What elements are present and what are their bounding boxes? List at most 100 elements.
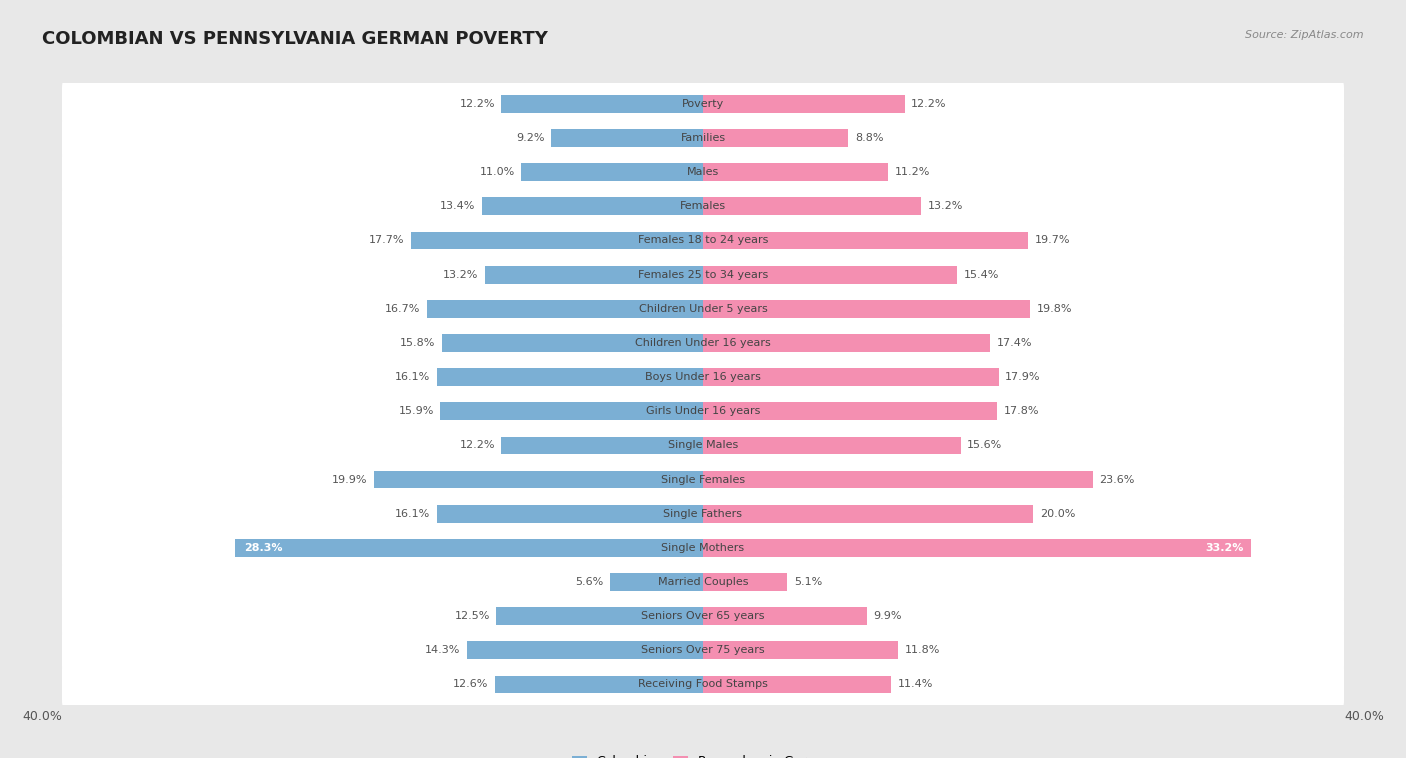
Text: Families: Families <box>681 133 725 143</box>
Text: Source: ZipAtlas.com: Source: ZipAtlas.com <box>1246 30 1364 40</box>
Text: Children Under 5 years: Children Under 5 years <box>638 304 768 314</box>
Bar <box>440 402 703 420</box>
Bar <box>437 505 703 522</box>
Text: 15.6%: 15.6% <box>967 440 1002 450</box>
Text: Girls Under 16 years: Girls Under 16 years <box>645 406 761 416</box>
Bar <box>482 197 703 215</box>
Text: Receiving Food Stamps: Receiving Food Stamps <box>638 679 768 690</box>
FancyBboxPatch shape <box>62 317 1344 369</box>
Text: 15.8%: 15.8% <box>399 338 436 348</box>
FancyBboxPatch shape <box>62 658 1344 711</box>
FancyBboxPatch shape <box>62 351 1344 403</box>
Text: 13.2%: 13.2% <box>443 270 478 280</box>
Bar <box>703 334 990 352</box>
Text: Single Fathers: Single Fathers <box>664 509 742 518</box>
Text: Children Under 16 years: Children Under 16 years <box>636 338 770 348</box>
FancyBboxPatch shape <box>62 453 1344 506</box>
Bar <box>551 129 703 147</box>
Text: Females 25 to 34 years: Females 25 to 34 years <box>638 270 768 280</box>
Text: Married Couples: Married Couples <box>658 577 748 587</box>
Bar <box>703 573 787 591</box>
Text: 12.2%: 12.2% <box>911 99 946 109</box>
Text: 19.8%: 19.8% <box>1036 304 1073 314</box>
Text: 12.2%: 12.2% <box>460 99 495 109</box>
Bar <box>703 675 891 694</box>
Text: Females 18 to 24 years: Females 18 to 24 years <box>638 236 768 246</box>
Bar <box>703 607 866 625</box>
Bar <box>703 232 1028 249</box>
Text: 9.2%: 9.2% <box>516 133 544 143</box>
Bar <box>502 95 703 113</box>
Text: 17.7%: 17.7% <box>368 236 404 246</box>
Text: 16.1%: 16.1% <box>395 509 430 518</box>
FancyBboxPatch shape <box>62 419 1344 471</box>
FancyBboxPatch shape <box>62 77 1344 130</box>
Text: 15.4%: 15.4% <box>965 270 1000 280</box>
Text: 12.5%: 12.5% <box>454 611 489 621</box>
Bar <box>703 266 957 283</box>
FancyBboxPatch shape <box>62 590 1344 643</box>
Text: 33.2%: 33.2% <box>1205 543 1243 553</box>
Bar <box>467 641 703 659</box>
Bar <box>703 471 1092 488</box>
Text: 20.0%: 20.0% <box>1040 509 1076 518</box>
Text: COLOMBIAN VS PENNSYLVANIA GERMAN POVERTY: COLOMBIAN VS PENNSYLVANIA GERMAN POVERTY <box>42 30 548 49</box>
FancyBboxPatch shape <box>62 385 1344 437</box>
Text: Single Females: Single Females <box>661 475 745 484</box>
Bar <box>610 573 703 591</box>
Text: 11.2%: 11.2% <box>894 168 929 177</box>
Text: 12.2%: 12.2% <box>460 440 495 450</box>
Text: Boys Under 16 years: Boys Under 16 years <box>645 372 761 382</box>
Bar <box>235 539 703 556</box>
Text: 8.8%: 8.8% <box>855 133 883 143</box>
Text: Females: Females <box>681 202 725 211</box>
Text: Poverty: Poverty <box>682 99 724 109</box>
Bar <box>703 300 1031 318</box>
FancyBboxPatch shape <box>62 487 1344 540</box>
Bar <box>703 129 848 147</box>
Text: 13.2%: 13.2% <box>928 202 963 211</box>
Bar <box>502 437 703 454</box>
Text: 11.0%: 11.0% <box>479 168 515 177</box>
FancyBboxPatch shape <box>62 215 1344 267</box>
Bar <box>703 95 904 113</box>
FancyBboxPatch shape <box>62 624 1344 677</box>
Bar <box>703 641 898 659</box>
Bar <box>441 334 703 352</box>
Text: 14.3%: 14.3% <box>425 645 460 656</box>
FancyBboxPatch shape <box>62 283 1344 335</box>
FancyBboxPatch shape <box>62 249 1344 301</box>
Text: 9.9%: 9.9% <box>873 611 901 621</box>
Text: 19.9%: 19.9% <box>332 475 367 484</box>
Text: Seniors Over 75 years: Seniors Over 75 years <box>641 645 765 656</box>
Bar <box>703 163 889 181</box>
Text: 11.4%: 11.4% <box>898 679 934 690</box>
Text: 15.9%: 15.9% <box>398 406 433 416</box>
Bar <box>427 300 703 318</box>
Text: 16.1%: 16.1% <box>395 372 430 382</box>
Text: 13.4%: 13.4% <box>440 202 475 211</box>
Text: 5.6%: 5.6% <box>575 577 605 587</box>
Bar <box>485 266 703 283</box>
Bar <box>703 402 997 420</box>
FancyBboxPatch shape <box>62 146 1344 199</box>
Bar <box>703 505 1033 522</box>
Text: Single Males: Single Males <box>668 440 738 450</box>
Bar <box>703 197 921 215</box>
Bar <box>522 163 703 181</box>
Text: 17.4%: 17.4% <box>997 338 1032 348</box>
Text: 17.8%: 17.8% <box>1004 406 1039 416</box>
Text: 16.7%: 16.7% <box>385 304 420 314</box>
Bar <box>703 437 960 454</box>
FancyBboxPatch shape <box>62 556 1344 608</box>
Legend: Colombian, Pennsylvania German: Colombian, Pennsylvania German <box>567 750 839 758</box>
Text: Males: Males <box>688 168 718 177</box>
Text: 11.8%: 11.8% <box>904 645 941 656</box>
Bar <box>703 539 1251 556</box>
Text: 19.7%: 19.7% <box>1035 236 1070 246</box>
Text: 5.1%: 5.1% <box>794 577 823 587</box>
Bar <box>703 368 998 386</box>
Bar <box>496 607 703 625</box>
Text: Seniors Over 65 years: Seniors Over 65 years <box>641 611 765 621</box>
Text: 28.3%: 28.3% <box>243 543 283 553</box>
